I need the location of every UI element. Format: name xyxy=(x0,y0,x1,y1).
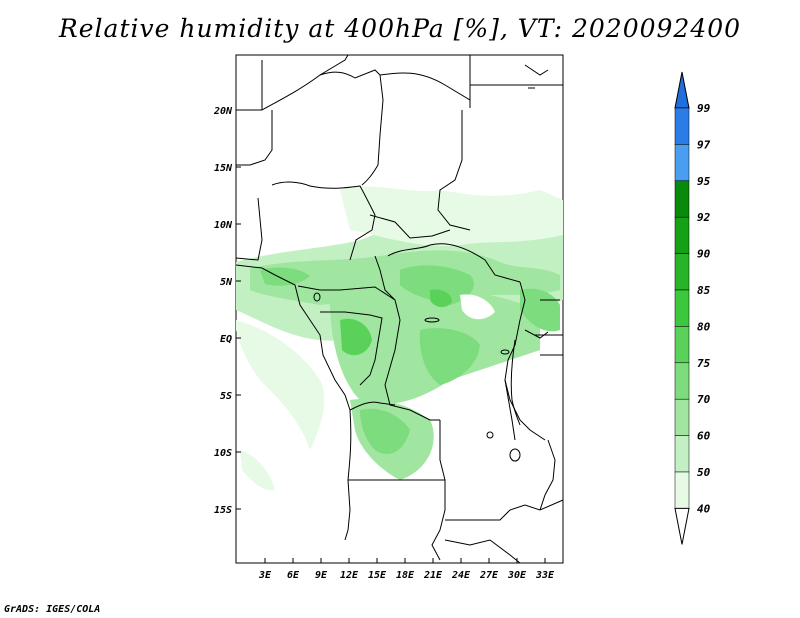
country-borders xyxy=(235,54,564,564)
lon-label: 15E xyxy=(368,570,387,581)
lat-label: 10N xyxy=(214,220,233,231)
lon-label: 6E xyxy=(287,570,300,581)
colorbar-swatch xyxy=(674,253,690,291)
colorbar-label: 95 xyxy=(697,175,711,188)
colorbar-swatch xyxy=(674,180,690,218)
colorbar-label: 80 xyxy=(697,320,711,333)
lon-label: 30E xyxy=(507,570,527,581)
lon-label: 9E xyxy=(315,570,328,581)
colorbar-swatch xyxy=(674,289,690,327)
colorbar-top-arrow xyxy=(674,71,690,109)
lat-label: 5S xyxy=(220,391,232,402)
colorbar-swatch xyxy=(674,398,690,436)
axis-ticks xyxy=(236,109,546,563)
lat-label: 15N xyxy=(214,163,233,174)
lat-label: 5N xyxy=(220,277,233,288)
lon-label: 3E xyxy=(258,570,272,581)
lat-label: 15S xyxy=(214,505,232,516)
lon-labels: 3E 6E 9E 12E 15E 18E 21E 24E 27E 30E 33E xyxy=(258,570,555,581)
colorbar-label: 90 xyxy=(697,248,711,261)
colorbar-label: 50 xyxy=(697,466,711,479)
lat-labels: 20N 15N 10N 5N EQ 5S 10S 15S xyxy=(213,106,233,516)
lon-label: 33E xyxy=(535,570,555,581)
colorbar-swatch xyxy=(674,362,690,400)
grads-credit: GrADS: IGES/COLA xyxy=(4,604,101,615)
colorbar-swatch xyxy=(674,107,690,145)
colorbar-swatch xyxy=(674,216,690,254)
colorbar-swatch xyxy=(674,326,690,364)
colorbar-label: 70 xyxy=(697,393,711,406)
colorbar: 99 97 95 92 90 85 80 75 70 60 50 40 xyxy=(674,71,711,545)
humidity-shading xyxy=(236,186,563,491)
colorbar-label: 60 xyxy=(697,430,711,443)
colorbar-bottom-arrow xyxy=(674,507,690,545)
map-title: Relative humidity at 400hPa [%], VT: 202… xyxy=(58,14,742,43)
colorbar-swatch xyxy=(674,471,690,509)
colorbar-label: 75 xyxy=(697,357,711,370)
colorbar-swatch xyxy=(674,435,690,473)
colorbar-label: 85 xyxy=(697,284,711,297)
lakes xyxy=(313,292,549,462)
lat-label: 10S xyxy=(214,448,232,459)
lon-label: 27E xyxy=(479,570,499,581)
colorbar-swatch xyxy=(674,144,690,182)
lat-label: EQ xyxy=(220,334,232,345)
colorbar-label: 92 xyxy=(697,211,711,224)
colorbar-label: 99 xyxy=(697,102,711,115)
lon-label: 18E xyxy=(396,570,415,581)
colorbar-label: 40 xyxy=(697,502,711,515)
map-panel: 20N 15N 10N 5N EQ 5S 10S 15S 3E 6E 9E 12… xyxy=(213,54,564,581)
colorbar-label: 97 xyxy=(697,138,711,151)
lat-label: 20N xyxy=(213,106,233,117)
lon-label: 12E xyxy=(340,570,359,581)
lon-label: 24E xyxy=(451,570,471,581)
lon-label: 21E xyxy=(423,570,443,581)
